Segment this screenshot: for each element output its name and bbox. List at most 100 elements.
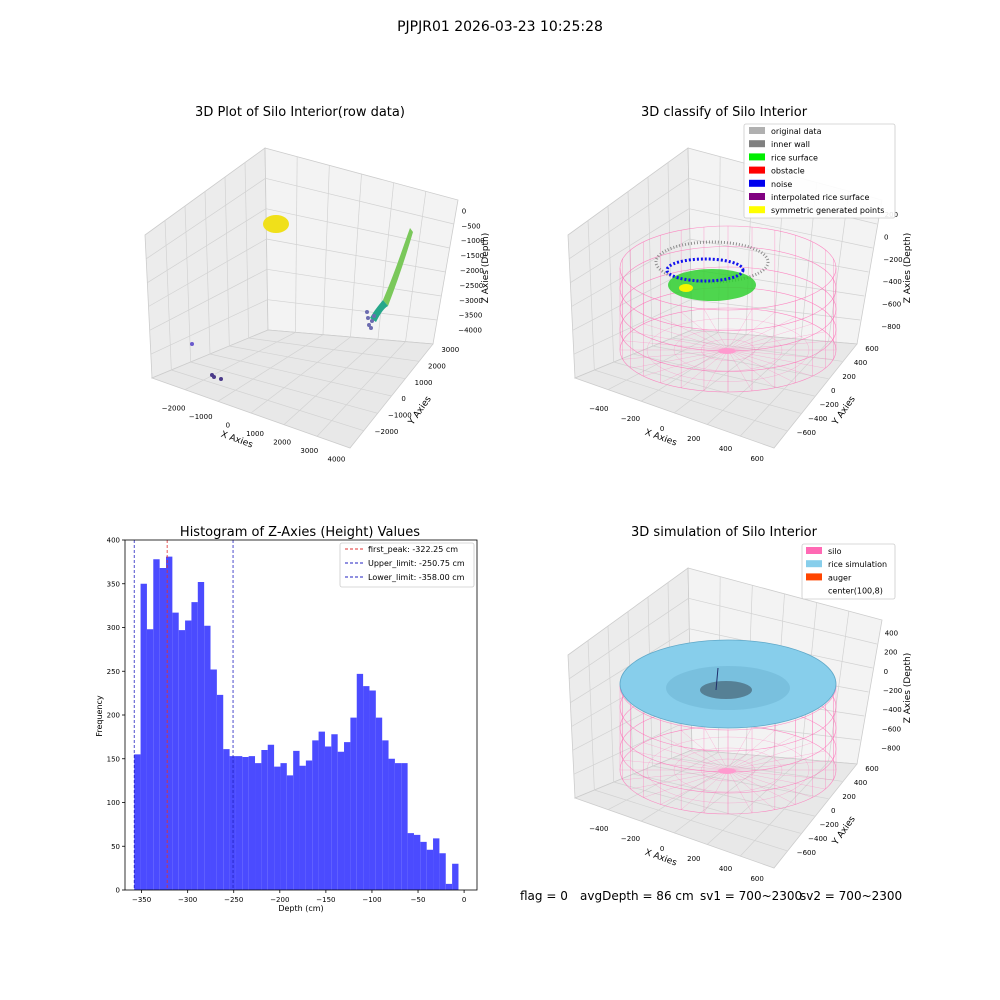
- y-tick-label: 0: [831, 807, 835, 815]
- figure-suptitle: PJPJR01 2026-03-23 10:25:28: [397, 19, 603, 35]
- histogram-x-tick-label: 0: [462, 896, 466, 904]
- grid-line: [689, 238, 869, 273]
- grid-line: [568, 178, 689, 260]
- x-tick-label: 4000: [328, 456, 346, 464]
- z-tick-label: 0: [884, 234, 888, 242]
- z-tick-label: −400: [882, 706, 901, 714]
- histogram-y-tick-label: 0: [116, 887, 120, 895]
- z-tick-label: −2000: [460, 267, 484, 275]
- histogram-bar: [178, 630, 186, 890]
- legend-swatch: [806, 560, 822, 568]
- y-tick-label: 400: [854, 779, 867, 787]
- histogram-bar: [267, 744, 275, 890]
- histogram-vlines: [133, 540, 234, 890]
- x-tick-label: 400: [719, 445, 732, 453]
- grid-line: [265, 177, 454, 225]
- x-tick-label: 3000: [300, 447, 318, 455]
- y-tick-label: −1000: [388, 412, 412, 420]
- histogram-x-tick-label: −250: [224, 896, 243, 904]
- histogram-bar: [413, 834, 421, 890]
- histogram-bar: [286, 775, 294, 890]
- histogram-bar: [261, 750, 268, 890]
- x-tick-label: 0: [660, 425, 664, 433]
- grid-line: [316, 341, 406, 437]
- histogram-bar: [191, 602, 198, 890]
- x-tick-label: 200: [687, 855, 700, 863]
- sim-zlabel: Z Axies (Depth): [903, 653, 913, 724]
- sim-center-marker: [718, 768, 736, 774]
- z-tick-label: −200: [883, 687, 902, 695]
- histogram-bar: [420, 841, 427, 890]
- y-tick-label: 200: [842, 373, 855, 381]
- histogram-bar: [229, 756, 236, 890]
- histogram-bar: [382, 740, 389, 890]
- grid-line: [149, 269, 268, 331]
- histogram-x-tick-label: −200: [270, 896, 289, 904]
- histogram-legend: first_peak: -322.25 cm Upper_limit: -250.…: [339, 542, 475, 588]
- silo-floor-ring: [646, 736, 810, 804]
- legend-label: interpolated rice surface: [771, 193, 869, 202]
- z-tick-label: −200: [883, 256, 902, 264]
- y-tick-label: 1000: [415, 379, 433, 387]
- legend-swatch: [749, 179, 765, 187]
- raw-wall-points: [383, 228, 413, 306]
- y-tick-label: −400: [808, 415, 827, 423]
- status-sv2: sv2 = 700~2300: [800, 889, 902, 903]
- silo-floor-ring: [673, 328, 783, 372]
- classify-center-marker: [718, 348, 736, 354]
- y-tick-label: −600: [797, 849, 816, 857]
- histogram-bar: [305, 760, 313, 890]
- legend-label: silo: [828, 547, 842, 556]
- status-sv1: sv1 = 700~2300: [700, 889, 802, 903]
- z-tick-label: −4000: [458, 327, 482, 335]
- histogram-bar: [452, 863, 459, 890]
- silo-floor-ring: [700, 758, 756, 782]
- histogram-bar: [445, 883, 453, 890]
- histogram-x-tick-label: −350: [132, 896, 151, 904]
- x-tick-label: 0: [660, 845, 664, 853]
- grid-line: [266, 268, 442, 297]
- raw-outlier-point: [219, 377, 223, 381]
- histogram-ylabel: Frequency: [95, 695, 104, 737]
- raw-cluster-yellow: [263, 215, 289, 233]
- x-tick-label: −2000: [162, 404, 186, 412]
- x-tick-label: 0: [226, 421, 230, 429]
- histogram-bar: [344, 742, 351, 890]
- histogram-bar: [223, 749, 230, 890]
- raw-outlier-point: [190, 342, 194, 346]
- silo-floor-ring: [673, 747, 783, 793]
- status-flag: flag = 0: [520, 889, 568, 903]
- histogram-bar: [426, 849, 434, 890]
- z-tick-label: −500: [461, 222, 480, 230]
- histogram-bar: [274, 766, 281, 890]
- histogram-bar: [146, 629, 154, 890]
- z-tick-label: −800: [881, 744, 900, 752]
- histogram-bar: [255, 763, 262, 890]
- legend-label: symmetric generated points: [771, 206, 884, 215]
- grid-line: [147, 208, 267, 283]
- histogram-bar: [185, 620, 192, 890]
- histogram-legend-label: Lower_limit: -358.00 cm: [368, 573, 465, 582]
- legend-swatch: [749, 153, 765, 161]
- legend-swatch: [749, 206, 765, 214]
- classify-points: [654, 240, 770, 354]
- classify-ylabel: Y Axies: [830, 394, 858, 427]
- legend-label: original data: [771, 127, 822, 136]
- grid-line: [145, 178, 266, 260]
- histogram-legend-label: Upper_limit: -250.75 cm: [368, 559, 465, 568]
- silo-floor-ring: [646, 318, 810, 382]
- histogram-bar: [134, 754, 141, 890]
- histogram-bar: [248, 756, 256, 890]
- z-tick-label: 0: [884, 668, 888, 676]
- x-tick-label: 2000: [273, 439, 291, 447]
- histogram-bar: [293, 750, 300, 890]
- y-tick-label: −200: [820, 821, 839, 829]
- z-tick-label: −600: [882, 725, 901, 733]
- z-tick-label: 200: [884, 649, 897, 657]
- histogram-bar: [407, 833, 414, 890]
- histogram-bar: [401, 763, 408, 890]
- x-tick-label: 600: [750, 455, 763, 463]
- x-tick-label: −200: [621, 415, 640, 423]
- z-tick-label: −1000: [461, 237, 485, 245]
- grid-line: [570, 208, 690, 283]
